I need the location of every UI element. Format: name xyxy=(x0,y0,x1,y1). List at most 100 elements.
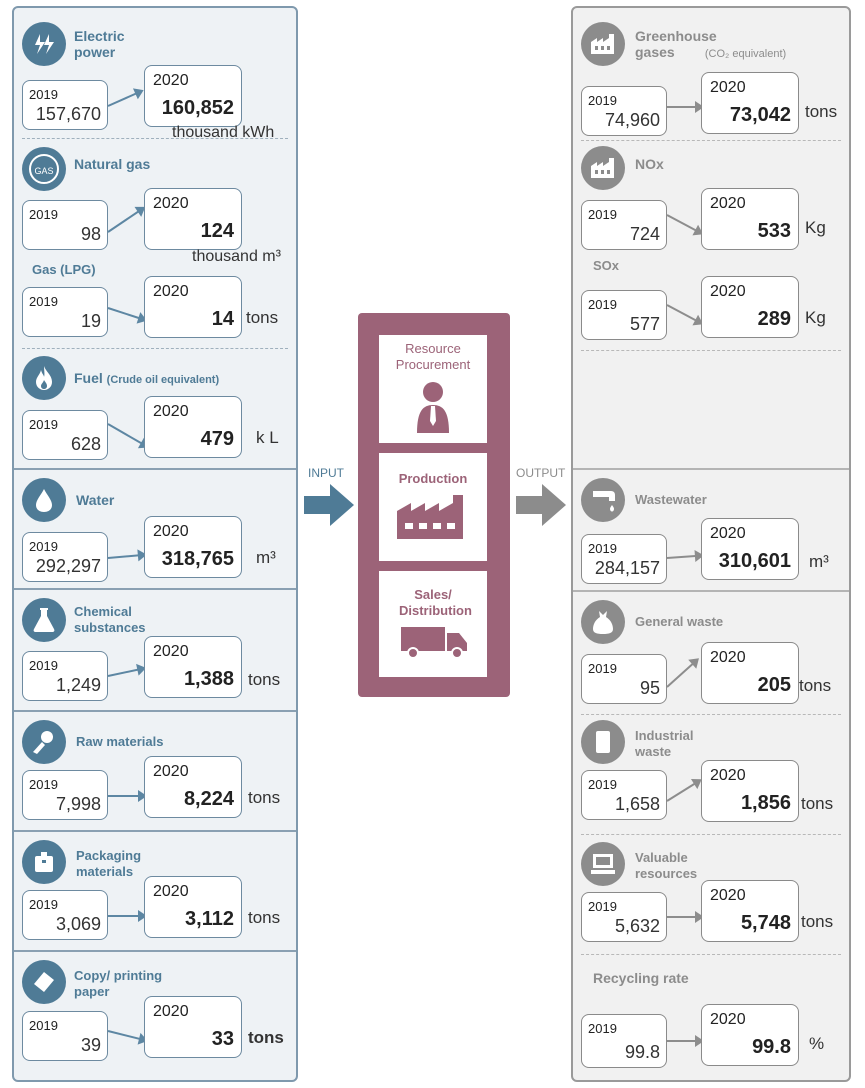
chemical-2020-box: 2020 1,388 xyxy=(144,636,242,698)
value-2020: 99.8 xyxy=(752,1036,791,1058)
unit-label: tons xyxy=(799,676,832,695)
year-label: 2019 xyxy=(29,294,58,309)
value-2020: 14 xyxy=(211,308,234,330)
trend-arrow xyxy=(107,423,147,447)
year-label: 2020 xyxy=(153,72,189,89)
year-label: 2019 xyxy=(588,541,617,556)
recycling-2020-box: 2020 99.8 xyxy=(701,1004,799,1066)
paper-2020-box: 2020 33 xyxy=(144,996,242,1058)
lpg-2020-box: 2020 14 xyxy=(144,276,242,338)
year-label: 2019 xyxy=(588,661,617,676)
value-2020: 160,852 xyxy=(161,97,234,119)
raw-materials-title: Raw materials xyxy=(76,734,164,749)
trend-arrow xyxy=(107,667,144,677)
unit-label: tons xyxy=(248,908,281,927)
ghg-subtitle: (CO₂ equivalent) xyxy=(704,48,787,60)
value-2020: 124 xyxy=(200,220,234,242)
paper-2019-box: 2019 39 xyxy=(22,1011,108,1061)
garbage-bag-icon xyxy=(581,600,625,644)
value-2019: 1,249 xyxy=(55,675,101,695)
value-2019: 74,960 xyxy=(604,110,660,130)
trend-arrow xyxy=(667,101,704,113)
trend-arrow xyxy=(666,304,702,324)
input-label: INPUT xyxy=(308,466,344,480)
trend-arrow xyxy=(667,911,704,923)
divider xyxy=(14,830,296,832)
divider xyxy=(581,954,841,955)
electric-2020-box: 2020 160,852 xyxy=(144,65,242,127)
trend-arrow xyxy=(107,307,145,321)
unit-label: tons xyxy=(248,670,281,689)
gas-icon-text: GAS xyxy=(29,154,59,184)
industrial-2020-box: 2020 1,856 xyxy=(701,760,799,822)
year-label: 2019 xyxy=(588,93,617,108)
fuel-subtitle: (Crude oil equivalent) xyxy=(106,374,220,386)
output-label: OUTPUT xyxy=(516,466,566,480)
year-label: 2019 xyxy=(29,207,58,222)
raw-2020-box: 2020 8,224 xyxy=(144,756,242,818)
general-waste-title: General waste xyxy=(635,614,724,629)
year-label: 2020 xyxy=(153,883,189,900)
value-2019: 724 xyxy=(629,224,660,244)
chemical-2019-box: 2019 1,249 xyxy=(22,651,108,701)
step-label: Production xyxy=(398,471,468,486)
lightning-icon xyxy=(22,22,66,66)
unit-label: Kg xyxy=(805,308,826,327)
year-label: 2020 xyxy=(153,195,189,212)
paper-icon xyxy=(22,960,66,1004)
step-label: Sales/ Distribution xyxy=(399,587,472,618)
wastewater-title: Wastewater xyxy=(635,492,707,507)
valuable-2019-box: 2019 5,632 xyxy=(581,892,667,942)
person-icon xyxy=(417,382,449,433)
year-label: 2019 xyxy=(29,539,58,554)
value-2019: 98 xyxy=(80,224,101,244)
divider xyxy=(581,834,841,835)
electric-power-title: Electric power xyxy=(74,28,125,60)
divider xyxy=(14,710,296,712)
lpg-2019-box: 2019 19 xyxy=(22,287,108,337)
wastewater-2020-box: 2020 310,601 xyxy=(701,518,799,580)
unit-label: tons xyxy=(248,788,281,807)
value-2019: 1,658 xyxy=(614,794,660,814)
unit-label: tons xyxy=(246,308,279,327)
year-label: 2019 xyxy=(29,417,58,432)
ghg-title-text: Greenhouse gases xyxy=(635,28,717,60)
recycling-2019-box: 2019 99.8 xyxy=(581,1014,667,1068)
sales-distribution-step: Sales/ Distribution xyxy=(379,571,487,677)
trend-arrow xyxy=(108,790,147,802)
packaging-2019-box: 2019 3,069 xyxy=(22,890,108,940)
ghg-title: Greenhouse gases (CO₂ equivalent) xyxy=(635,28,835,62)
year-label: 2019 xyxy=(29,87,58,102)
year-label: 2019 xyxy=(588,1021,617,1036)
value-2020: 3,112 xyxy=(185,908,234,930)
ghg-2020-box: 2020 73,042 xyxy=(701,72,799,134)
sox-title: SOx xyxy=(593,258,620,273)
process-column: Resource Procurement Production Sales/ D… xyxy=(358,313,510,697)
value-2020: 318,765 xyxy=(161,548,234,570)
unit-label: tons xyxy=(248,1028,284,1047)
natural-gas-2020-box: 2020 124 xyxy=(144,188,242,250)
value-2020: 533 xyxy=(757,220,791,242)
natural-gas-title: Natural gas xyxy=(74,156,151,172)
trend-arrow xyxy=(666,554,701,559)
nox-2020-box: 2020 533 xyxy=(701,188,799,250)
factory-emission-icon xyxy=(581,146,625,190)
value-2019: 19 xyxy=(80,311,101,331)
year-label: 2019 xyxy=(588,777,617,792)
year-label: 2019 xyxy=(588,899,617,914)
fuel-title-text: Fuel xyxy=(74,370,103,386)
unit-label: tons xyxy=(801,794,834,813)
value-2020: 5,748 xyxy=(740,912,791,934)
value-2020: 1,856 xyxy=(740,792,791,814)
truck-icon xyxy=(401,627,467,659)
year-label: 2020 xyxy=(710,1011,746,1028)
unit-label: thousand kWh xyxy=(172,124,275,141)
divider xyxy=(581,714,841,715)
value-2019: 292,297 xyxy=(35,556,101,576)
raw-2019-box: 2019 7,998 xyxy=(22,770,108,820)
resource-procurement-step: Resource Procurement xyxy=(379,335,487,443)
unit-label: k L xyxy=(256,428,279,447)
trend-arrow xyxy=(107,90,142,107)
value-2019: 39 xyxy=(80,1035,101,1055)
chemical-title: Chemical substances xyxy=(74,604,146,635)
